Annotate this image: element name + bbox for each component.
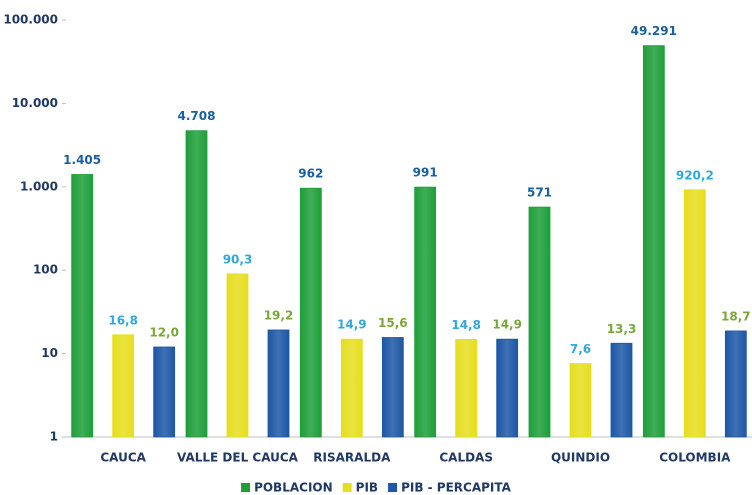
y-tick-label: 10.000 [12,96,58,110]
value-label: 16,8 [108,313,138,327]
bar [724,330,747,438]
value-label: 571 [527,186,552,200]
value-label: 49.291 [631,24,677,38]
value-label: 962 [298,167,323,181]
value-label: 14,9 [337,318,367,332]
value-label: 14,9 [492,318,522,332]
y-tick-label: 1 [50,430,58,444]
bar [267,329,290,438]
bar [71,174,94,438]
bar [112,334,135,438]
bar [455,339,478,438]
x-tick-label: CALDAS [439,451,493,465]
value-label: 18,7 [721,309,751,323]
value-label: 920,2 [676,168,714,182]
value-label: 1.405 [63,153,101,167]
x-tick-label: CAUCA [100,451,146,465]
x-tick-label: COLOMBIA [659,451,731,465]
legend-label: PIB [356,481,378,495]
bar [381,337,404,438]
bar [185,130,208,438]
value-label: 14,8 [451,318,481,332]
value-label: 12,0 [149,325,179,339]
bar [569,363,592,438]
value-label: 991 [413,166,438,180]
value-label: 15,6 [378,316,408,330]
x-tick-label: QUINDIO [551,451,610,465]
legend-swatch [342,483,352,492]
bar [528,206,551,438]
legend-swatch [241,483,251,492]
value-label: 19,2 [264,308,294,322]
value-label: 7,6 [570,342,591,356]
x-tick-label: VALLE DEL CAUCA [177,451,299,465]
value-label: 90,3 [223,252,253,266]
bar [496,338,519,438]
y-tick-label: 10 [41,346,58,360]
value-label: 4.708 [178,109,216,123]
y-tick-label: 100.000 [3,13,58,27]
y-tick-label: 100 [33,263,58,277]
bar [414,186,437,438]
bar [683,189,706,438]
bar [610,342,633,438]
value-label: 13,3 [607,322,637,336]
bar [153,346,176,438]
y-tick-label: 1.000 [20,179,58,193]
bar [642,45,665,438]
legend-label: PIB - PERCAPITA [401,481,512,495]
legend-swatch [388,483,398,492]
bar [299,187,322,438]
bar [340,338,363,438]
legend-label: POBLACION [254,481,333,495]
x-tick-label: RISARALDA [313,451,391,465]
bar [226,273,249,438]
